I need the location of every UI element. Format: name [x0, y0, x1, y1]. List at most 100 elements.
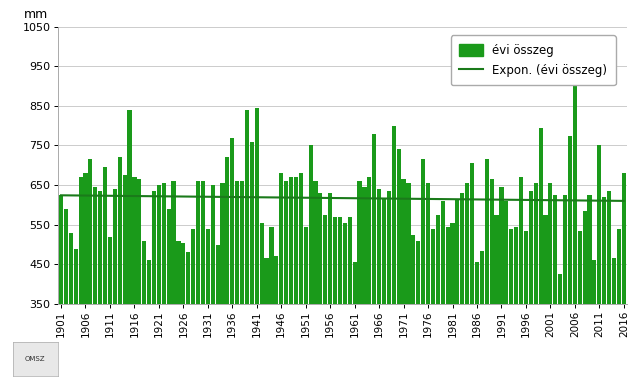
- Bar: [597, 146, 602, 380]
- Bar: [74, 249, 78, 380]
- Bar: [230, 138, 234, 380]
- Bar: [275, 256, 278, 380]
- Bar: [588, 195, 591, 380]
- Bar: [59, 195, 63, 380]
- Bar: [412, 234, 415, 380]
- Bar: [573, 60, 577, 380]
- Bar: [113, 189, 117, 380]
- Bar: [245, 110, 249, 380]
- Bar: [582, 211, 587, 380]
- Bar: [186, 252, 190, 380]
- Bar: [367, 177, 371, 380]
- Bar: [299, 173, 303, 380]
- Bar: [220, 183, 225, 380]
- Bar: [617, 229, 621, 380]
- Bar: [451, 223, 454, 380]
- Bar: [397, 149, 401, 380]
- Bar: [98, 191, 102, 380]
- Bar: [401, 179, 406, 380]
- Bar: [88, 159, 92, 380]
- Bar: [255, 108, 259, 380]
- Bar: [240, 181, 244, 380]
- Bar: [455, 199, 460, 380]
- Bar: [538, 128, 543, 380]
- Bar: [338, 217, 342, 380]
- Bar: [118, 157, 122, 380]
- Bar: [201, 181, 205, 380]
- Bar: [348, 217, 352, 380]
- Bar: [529, 191, 533, 380]
- Bar: [621, 173, 626, 380]
- Bar: [216, 245, 220, 380]
- Bar: [607, 191, 611, 380]
- Bar: [318, 193, 323, 380]
- Bar: [196, 181, 200, 380]
- Bar: [568, 136, 572, 380]
- Bar: [504, 201, 508, 380]
- Bar: [578, 231, 582, 380]
- Bar: [181, 242, 186, 380]
- Bar: [440, 201, 445, 380]
- Bar: [294, 177, 298, 380]
- Bar: [563, 195, 567, 380]
- Bar: [602, 197, 606, 380]
- Bar: [225, 157, 230, 380]
- Bar: [166, 209, 171, 380]
- Bar: [475, 262, 479, 380]
- Bar: [612, 258, 616, 380]
- Bar: [524, 231, 528, 380]
- Bar: [548, 183, 552, 380]
- Bar: [108, 237, 112, 380]
- Bar: [323, 215, 327, 380]
- Bar: [499, 187, 504, 380]
- Bar: [132, 177, 136, 380]
- Bar: [177, 241, 180, 380]
- Bar: [142, 241, 147, 380]
- Text: mm: mm: [24, 8, 47, 21]
- Legend: évi összeg, Expon. (évi összeg): évi összeg, Expon. (évi összeg): [451, 35, 616, 85]
- Bar: [431, 229, 435, 380]
- Bar: [372, 134, 376, 380]
- Bar: [314, 181, 317, 380]
- Bar: [392, 126, 396, 380]
- Bar: [445, 227, 450, 380]
- Bar: [147, 260, 151, 380]
- Bar: [235, 181, 239, 380]
- Bar: [83, 173, 88, 380]
- Bar: [519, 177, 523, 380]
- Bar: [377, 189, 381, 380]
- Bar: [103, 167, 107, 380]
- Bar: [495, 215, 499, 380]
- Bar: [64, 209, 68, 380]
- Bar: [484, 159, 489, 380]
- Bar: [470, 163, 474, 380]
- Bar: [172, 181, 175, 380]
- Bar: [123, 175, 127, 380]
- Bar: [127, 110, 132, 380]
- Bar: [284, 181, 288, 380]
- Bar: [514, 227, 518, 380]
- Bar: [426, 183, 430, 380]
- Bar: [382, 199, 386, 380]
- Bar: [79, 177, 83, 380]
- Text: OMSZ: OMSZ: [25, 356, 45, 362]
- Bar: [362, 187, 367, 380]
- Bar: [558, 274, 562, 380]
- Bar: [303, 227, 308, 380]
- Bar: [593, 260, 596, 380]
- Bar: [534, 183, 538, 380]
- Bar: [157, 185, 161, 380]
- Bar: [250, 141, 254, 380]
- Bar: [465, 183, 469, 380]
- Bar: [480, 250, 484, 380]
- Bar: [553, 195, 557, 380]
- Bar: [406, 183, 410, 380]
- Bar: [333, 217, 337, 380]
- Bar: [260, 223, 264, 380]
- Bar: [191, 229, 195, 380]
- Bar: [211, 185, 215, 380]
- Bar: [269, 227, 273, 380]
- Bar: [289, 177, 293, 380]
- Bar: [387, 191, 391, 380]
- Bar: [205, 229, 210, 380]
